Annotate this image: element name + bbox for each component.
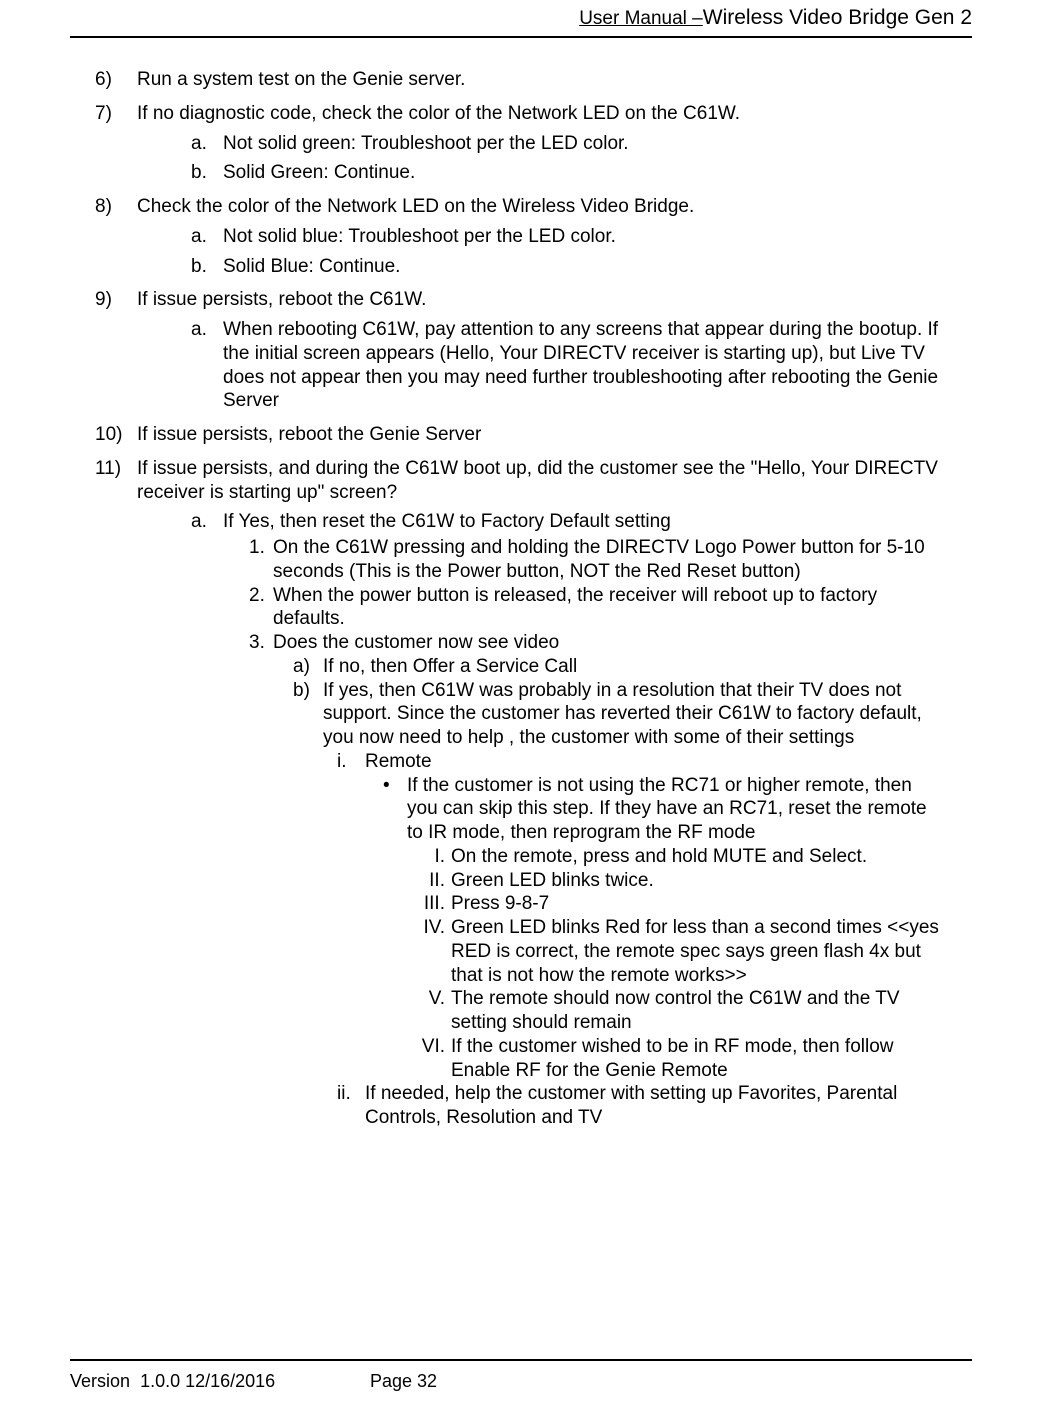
text: If needed, help the customer with settin… (365, 1083, 897, 1128)
text: Green LED blinks Red for less than a sec… (451, 917, 939, 986)
paren-a: If no, then Offer a Service Call (293, 655, 947, 679)
page-header: User Manual –Wireless Video Bridge Gen 2 (70, 0, 972, 34)
roman-upper-list: On the remote, press and hold MUTE and S… (415, 845, 947, 1083)
version-label: Version (70, 1371, 130, 1391)
step-7: If no diagnostic code, check the color o… (95, 102, 947, 185)
page: User Manual –Wireless Video Bridge Gen 2… (0, 0, 1042, 1412)
text: On the C61W pressing and holding the DIR… (273, 537, 925, 582)
text: If yes, then C61W was probably in a reso… (323, 680, 922, 749)
num-2: When the power button is released, the r… (249, 584, 947, 632)
step-7b: Solid Green: Continue. (191, 161, 947, 185)
text: Does the customer now see video (273, 632, 559, 653)
ru-2: Green LED blinks twice. (415, 869, 947, 893)
ru-6: If the customer wished to be in RF mode,… (415, 1035, 947, 1083)
text: If Yes, then reset the C61W to Factory D… (223, 511, 671, 532)
version-value: 1.0.0 12/16/2016 (140, 1371, 275, 1391)
page-footer: Version 1.0.0 12/16/2016 Page 32 (0, 1357, 1042, 1392)
text: Solid Blue: Continue. (223, 256, 400, 277)
text: If issue persists, reboot the C61W. (137, 289, 426, 310)
footer-version: Version 1.0.0 12/16/2016 (70, 1371, 370, 1392)
num-1: On the C61W pressing and holding the DIR… (249, 536, 947, 584)
step-11-sub: If Yes, then reset the C61W to Factory D… (191, 510, 947, 1130)
header-suffix: Wireless Video Bridge Gen 2 (703, 6, 972, 29)
step-9a: When rebooting C61W, pay attention to an… (191, 318, 947, 413)
footer-page: Page 32 (370, 1371, 437, 1392)
footer-rule (70, 1359, 972, 1361)
step-8b: Solid Blue: Continue. (191, 255, 947, 279)
text: If issue persists, and during the C61W b… (137, 458, 938, 503)
text: Check the color of the Network LED on th… (137, 196, 694, 217)
step-6: Run a system test on the Genie server. (95, 68, 947, 92)
step-10: If issue persists, reboot the Genie Serv… (95, 423, 947, 447)
main-list: Run a system test on the Genie server. I… (95, 68, 947, 1130)
ru-4: Green LED blinks Red for less than a sec… (415, 916, 947, 987)
step-9: If issue persists, reboot the C61W. When… (95, 288, 947, 413)
text: Not solid blue: Troubleshoot per the LED… (223, 226, 616, 247)
step-9-sub: When rebooting C61W, pay attention to an… (191, 318, 947, 413)
step-11a: If Yes, then reset the C61W to Factory D… (191, 510, 947, 1130)
roman-lower-list: Remote If the customer is not using the … (337, 750, 947, 1130)
text: When rebooting C61W, pay attention to an… (223, 319, 938, 411)
ru-1: On the remote, press and hold MUTE and S… (415, 845, 947, 869)
step-7-sub: Not solid green: Troubleshoot per the LE… (191, 132, 947, 186)
step-7a: Not solid green: Troubleshoot per the LE… (191, 132, 947, 156)
step-8-sub: Not solid blue: Troubleshoot per the LED… (191, 225, 947, 279)
step-8a: Not solid blue: Troubleshoot per the LED… (191, 225, 947, 249)
bullet-1: If the customer is not using the RC71 or… (379, 774, 947, 1083)
paren-b: If yes, then C61W was probably in a reso… (293, 679, 947, 1130)
text: If no, then Offer a Service Call (323, 656, 577, 677)
text: Solid Green: Continue. (223, 162, 415, 183)
ru-3: Press 9-8-7 (415, 892, 947, 916)
rl-i: Remote If the customer is not using the … (337, 750, 947, 1083)
text: When the power button is released, the r… (273, 585, 877, 630)
text: If the customer is not using the RC71 or… (407, 775, 927, 844)
header-prefix: User Manual – (579, 8, 703, 29)
num-3: Does the customer now see video If no, t… (249, 631, 947, 1130)
step-8: Check the color of the Network LED on th… (95, 195, 947, 278)
rl-ii: If needed, help the customer with settin… (337, 1082, 947, 1130)
text: If no diagnostic code, check the color o… (137, 103, 740, 124)
footer-row: Version 1.0.0 12/16/2016 Page 32 (70, 1371, 972, 1392)
text: If issue persists, reboot the Genie Serv… (137, 424, 481, 445)
text: The remote should now control the C61W a… (451, 988, 900, 1033)
text: Remote (365, 751, 432, 772)
text: Not solid green: Troubleshoot per the LE… (223, 133, 629, 154)
bullet-list: If the customer is not using the RC71 or… (379, 774, 947, 1083)
text: Press 9-8-7 (451, 893, 549, 914)
text: Run a system test on the Genie server. (137, 69, 465, 90)
paren-list: If no, then Offer a Service Call If yes,… (293, 655, 947, 1130)
text: Green LED blinks twice. (451, 870, 654, 891)
step-11a-num: On the C61W pressing and holding the DIR… (249, 536, 947, 1130)
content-body: Run a system test on the Genie server. I… (70, 38, 972, 1130)
text: If the customer wished to be in RF mode,… (451, 1036, 894, 1081)
ru-5: The remote should now control the C61W a… (415, 987, 947, 1035)
text: On the remote, press and hold MUTE and S… (451, 846, 867, 867)
step-11: If issue persists, and during the C61W b… (95, 457, 947, 1130)
